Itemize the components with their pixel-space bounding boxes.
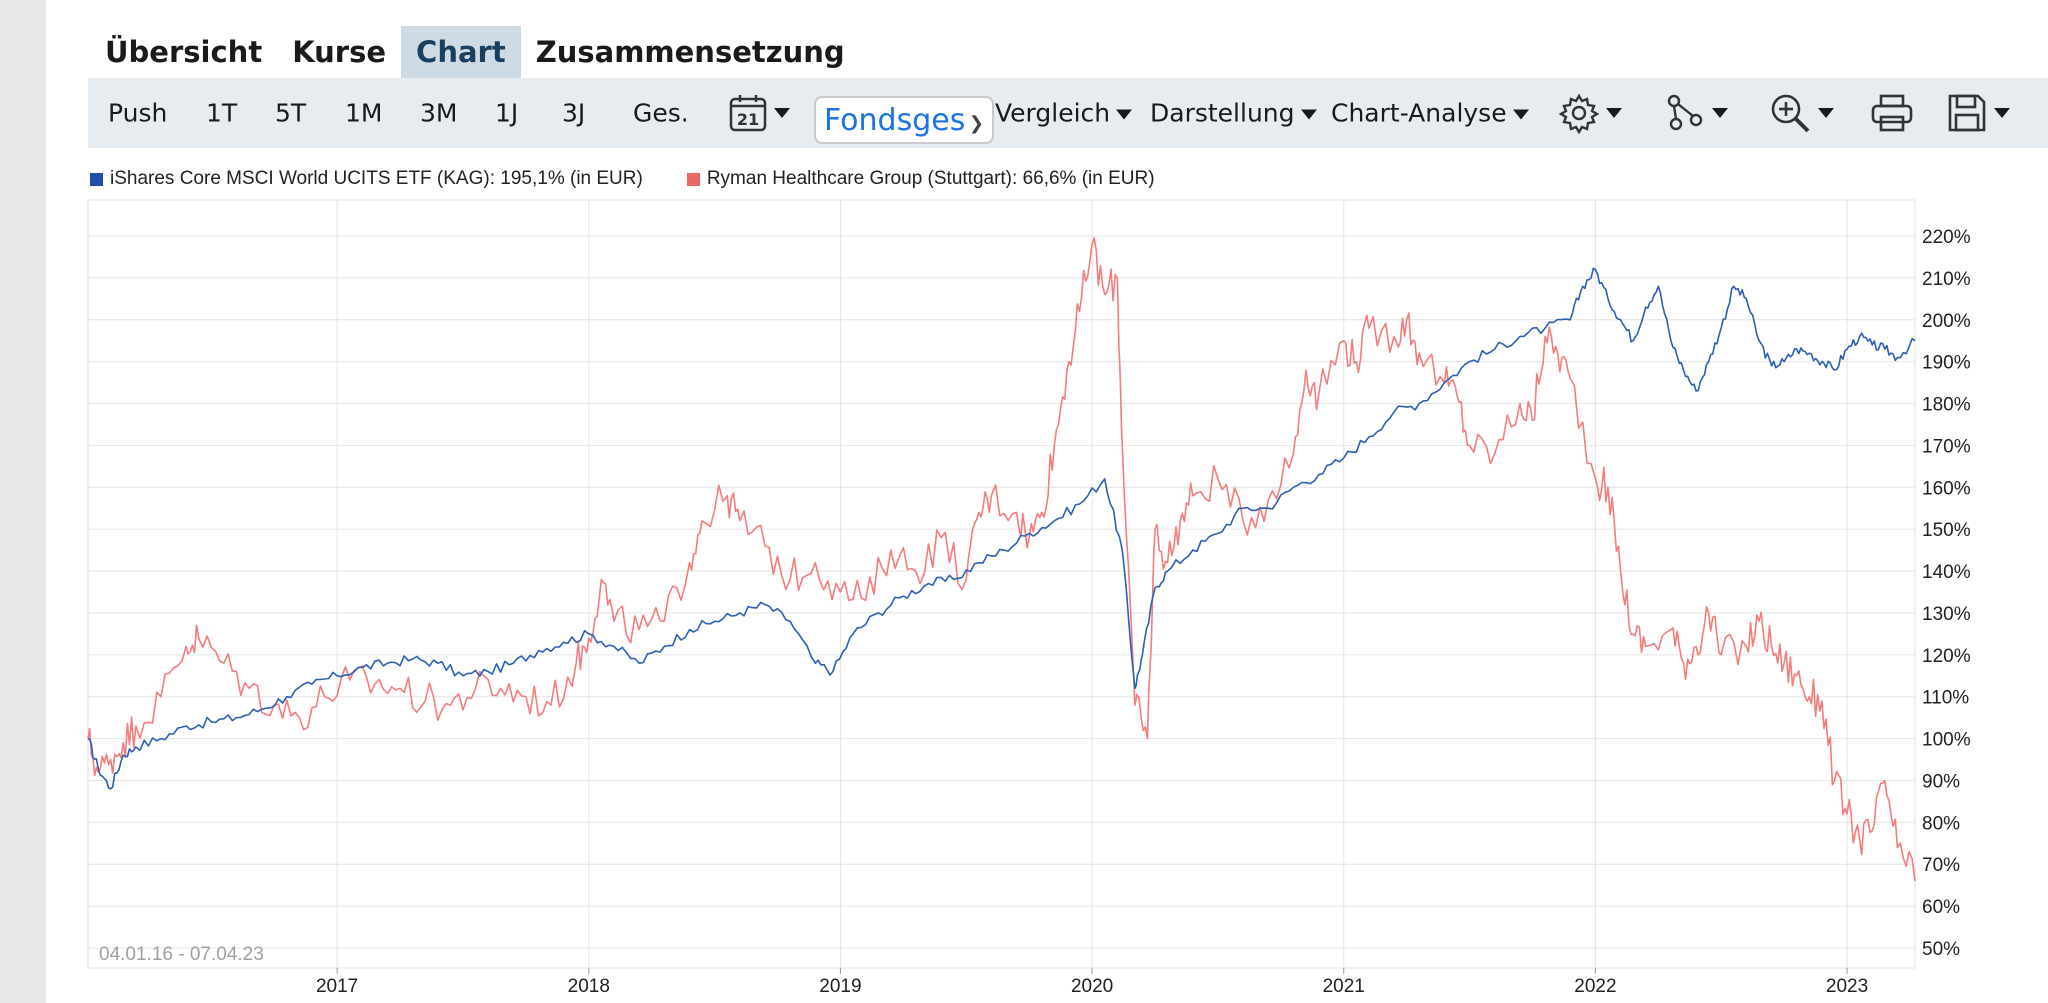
tab-uebersicht[interactable]: Übersicht (105, 35, 263, 69)
legend-label-ishares: iShares Core MSCI World UCITS ETF (KAG):… (110, 168, 643, 189)
x-tick-label: 2018 (568, 976, 610, 997)
y-tick-label: 190% (1922, 353, 1971, 374)
x-tick-label: 2017 (316, 976, 358, 997)
chevron-down-icon: ❯ (968, 113, 984, 133)
main-tabs: Übersicht Kurse Chart Zusammensetzung (90, 26, 860, 88)
print-button[interactable] (1870, 93, 1914, 133)
darstellung-menu[interactable]: Darstellung (1150, 99, 1317, 128)
vergleich-menu[interactable]: Vergleich (995, 98, 1133, 128)
period-3m-button[interactable]: 3M (420, 98, 458, 128)
vergleich-label: Vergleich (995, 98, 1111, 128)
settings-button[interactable] (1558, 92, 1622, 134)
period-push-button[interactable]: Push (108, 98, 168, 128)
chart-analyse-menu[interactable]: Chart-Analyse (1331, 99, 1529, 128)
chevron-down-icon (1512, 109, 1529, 120)
period-3j-button[interactable]: 3J (562, 98, 586, 128)
period-ges-button[interactable]: Ges. (633, 98, 689, 128)
y-tick-label: 150% (1922, 520, 1971, 541)
y-tick-label: 200% (1922, 311, 1971, 332)
x-axis-labels: 2017 2018 2019 2020 2021 2022 2023 (316, 976, 1868, 997)
y-tick-label: 70% (1922, 855, 1960, 876)
x-tick-label: 2021 (1323, 976, 1365, 997)
period-1t-button[interactable]: 1T (206, 98, 238, 128)
y-tick-label: 130% (1922, 604, 1971, 625)
y-tick-label: 60% (1922, 897, 1960, 918)
chart-legend: iShares Core MSCI World UCITS ETF (KAG):… (90, 168, 1199, 190)
chevron-down-icon (1818, 108, 1834, 118)
chart-analyse-label: Chart-Analyse (1331, 98, 1507, 128)
chevron-down-icon (1994, 108, 2010, 118)
y-tick-label: 210% (1922, 269, 1971, 290)
save-button[interactable] (1946, 92, 2010, 134)
indicator-icon (1667, 94, 1703, 131)
chevron-down-icon (1116, 109, 1133, 120)
zoom-in-icon (1771, 94, 1810, 133)
series-line-ryman (87, 237, 1916, 882)
y-tick-label: 140% (1922, 562, 1971, 583)
y-tick-label: 110% (1922, 688, 1969, 709)
chart-toolbar: Push 1T 5T 1M 3M 1J 3J Ges. 21 Fondsgese… (88, 78, 2048, 148)
y-tick-label: 120% (1922, 646, 1971, 667)
period-5t-button[interactable]: 5T (275, 98, 307, 128)
x-tick-label: 2019 (819, 976, 861, 997)
y-tick-label: 100% (1922, 730, 1971, 751)
chevron-down-icon (1300, 109, 1317, 120)
tab-chart[interactable]: Chart (401, 26, 521, 88)
y-tick-label: 220% (1922, 227, 1971, 248)
date-range-label: 04.01.16 - 07.04.23 (99, 944, 264, 965)
tab-zusammensetzung[interactable]: Zusammensetzung (535, 35, 845, 69)
plot-area-border (87, 199, 1916, 969)
legend-swatch-blue (90, 172, 103, 186)
x-tick-label: 2020 (1071, 976, 1113, 997)
calendar-day: 21 (737, 110, 759, 129)
legend-item-ishares: iShares Core MSCI World UCITS ETF (KAG):… (90, 168, 643, 190)
period-1m-button[interactable]: 1M (345, 98, 383, 128)
x-tick-label: 2022 (1574, 976, 1616, 997)
y-tick-label: 180% (1922, 395, 1971, 416)
chevron-down-icon (1606, 108, 1622, 118)
x-tick-label: 2023 (1826, 976, 1868, 997)
y-tick-label: 160% (1922, 478, 1971, 499)
period-1j-button[interactable]: 1J (495, 98, 519, 128)
legend-swatch-red (686, 172, 700, 186)
chevron-down-icon (1712, 108, 1728, 118)
indicators-button[interactable] (1664, 92, 1728, 134)
y-axis-labels: 50% 60% 70% 80% 90% 100% 110% 120% 130% 140% 150% 1… (1922, 227, 1971, 960)
y-tick-label: 50% (1922, 939, 1960, 960)
gear-icon (1558, 93, 1600, 134)
calendar-button[interactable]: 21 (728, 93, 790, 133)
legend-item-ryman: Ryman Healthcare Group (Stuttgart): 66,6… (686, 168, 1155, 190)
darstellung-label: Darstellung (1150, 98, 1295, 128)
chevron-down-icon (774, 108, 790, 118)
calendar-icon: 21 (729, 95, 767, 132)
legend-label-ryman: Ryman Healthcare Group (Stuttgart): 66,6… (706, 168, 1155, 189)
zoom-button[interactable] (1768, 91, 1834, 135)
chart-grid (87, 199, 1916, 974)
tab-kurse[interactable]: Kurse (292, 35, 387, 69)
fund-company-select[interactable]: Fondsgesellschaft ❯ (814, 96, 994, 144)
series-line-ishares (87, 267, 1916, 790)
save-icon (1948, 94, 1986, 132)
left-gutter (0, 0, 46, 1003)
print-icon (1871, 94, 1913, 132)
chart-series (87, 237, 1916, 882)
fund-company-select-value: Fondsgesellschaft (824, 102, 964, 138)
y-tick-label: 170% (1922, 436, 1971, 457)
y-tick-label: 90% (1922, 771, 1960, 792)
y-tick-label: 80% (1922, 813, 1960, 834)
